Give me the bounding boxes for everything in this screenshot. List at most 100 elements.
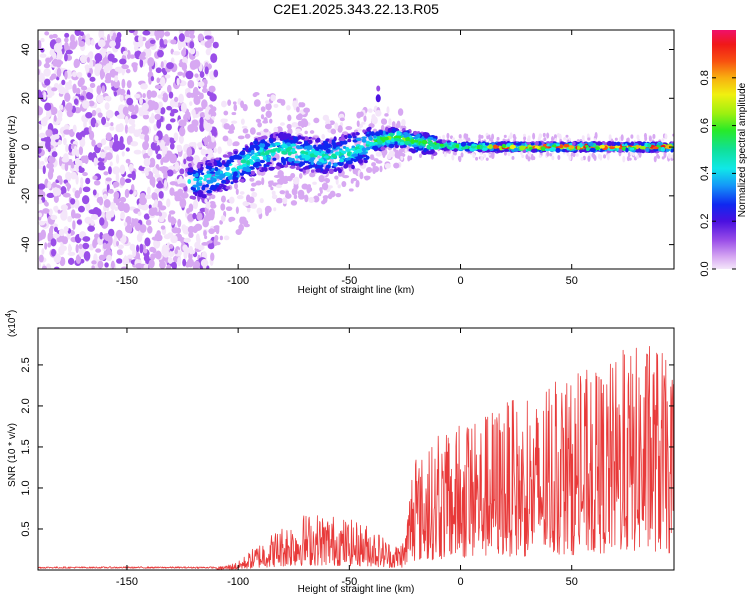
spectrogram-cell	[51, 52, 57, 59]
spectrogram-cell	[240, 118, 245, 125]
spectrogram-cell	[143, 167, 151, 172]
spectrogram-cell	[72, 187, 76, 193]
spectrogram-cell	[174, 96, 179, 103]
spectrogram-cell	[110, 80, 115, 87]
spectrogram-cell	[82, 90, 87, 96]
spectrogram-cell	[141, 51, 146, 58]
spectrogram-cell	[249, 166, 255, 169]
spectrogram-cell	[396, 132, 402, 136]
spectrogram-cell	[155, 250, 162, 260]
spectrogram-cell	[435, 140, 442, 143]
spectrogram-cell	[325, 167, 330, 172]
spectrogram-cell	[282, 197, 288, 205]
spectrogram-cell	[203, 30, 212, 37]
spectrogram-cell	[513, 136, 517, 140]
spectrogram-cell	[310, 161, 314, 165]
spectrogram-cell	[44, 156, 49, 163]
spectrogram-cell	[229, 196, 235, 204]
spectrogram-cell	[275, 153, 280, 160]
spectrogram-cell	[443, 151, 447, 158]
spectrogram-cell	[207, 240, 213, 244]
spectrogram-cell	[259, 142, 266, 148]
spectrogram-cell	[38, 220, 46, 226]
spectrogram-cell	[64, 53, 68, 62]
spectrogram-cell	[50, 214, 58, 221]
spectrogram-cell	[138, 34, 143, 44]
spectrogram-cell	[270, 186, 274, 191]
spectrogram-cell	[54, 205, 59, 213]
spectrogram-cell	[544, 148, 550, 152]
spectrogram-cell	[275, 197, 283, 204]
spectrogram-cell	[64, 41, 69, 52]
spectrogram-cell	[656, 153, 660, 158]
spectrogram-cell	[280, 99, 286, 106]
spectrogram-cell	[397, 108, 404, 116]
snr-x-tick-label: -50	[341, 576, 357, 588]
spectrogram-cell	[373, 135, 377, 139]
spectrogram-cell	[53, 266, 60, 269]
spectrogram-cell	[264, 142, 271, 148]
spectrogram-cell	[621, 146, 626, 151]
spectrogram-cell	[165, 123, 172, 131]
spectrogram-cell	[229, 157, 234, 161]
spectrogram-cell	[258, 149, 263, 153]
spectrogram-cell	[105, 152, 113, 161]
spectrogram-cell	[356, 120, 360, 127]
spectrogram-cell	[49, 34, 54, 39]
spectrogram-cell	[149, 255, 155, 261]
spectrogram-cell	[575, 153, 579, 157]
spectrogram-cell	[334, 151, 340, 156]
spectrogram-cell	[596, 141, 603, 146]
spectrogram-cell	[337, 125, 343, 133]
spectrogram-cell	[214, 225, 220, 229]
spectrogram-cell	[180, 192, 189, 199]
colorbar-label: Normalized spectral amplitude	[737, 82, 748, 217]
spectrogram-cell	[169, 137, 174, 144]
snr-multiplier-exponent: 4	[4, 313, 13, 318]
snr-y-axis-label: SNR (10 * v/v)	[7, 423, 18, 487]
spectrogram-cell	[149, 157, 156, 168]
spectrogram-cell	[177, 178, 183, 185]
spectrogram-cell	[72, 124, 77, 133]
spectrogram-cell	[209, 93, 217, 102]
snr-multiplier-label: (x104)	[4, 310, 18, 337]
spectrogram-cell	[436, 143, 441, 147]
spectrogram-cell	[670, 148, 674, 152]
spectrogram-cell	[94, 63, 103, 70]
spectrogram-cell	[481, 147, 488, 152]
spectrogram-cell	[394, 141, 398, 145]
spectrogram-cell	[275, 133, 281, 137]
spectrogram-cell	[339, 117, 345, 122]
spectrogram-cell	[480, 134, 484, 139]
spectrogram-cell	[184, 172, 188, 177]
spectrogram-cell	[74, 157, 81, 167]
spectrogram-cell	[222, 154, 228, 158]
spectrogram-cell	[187, 162, 192, 168]
spectrogram-cell	[142, 30, 151, 36]
spectrogram-cell	[334, 175, 339, 180]
spectrogram-cell	[274, 142, 281, 146]
spectrogram-cell	[166, 62, 174, 70]
spectrogram-cell	[163, 133, 169, 143]
spectrogram-cell	[79, 138, 86, 148]
spectrogram-cell	[92, 175, 98, 180]
spectrogram-cell	[254, 144, 258, 149]
spectrogram-cell	[484, 142, 490, 146]
spectrogram-cell	[359, 171, 364, 180]
spectrogram-cell	[245, 145, 249, 149]
spectrogram-cell	[532, 156, 536, 161]
spectrogram-cell	[327, 193, 333, 200]
spectrogram-cell	[168, 210, 176, 215]
spectrogram-cell	[80, 95, 85, 101]
spectrogram-cell	[285, 190, 289, 195]
spectrogram-cell	[480, 155, 484, 162]
spectrogram-cell	[290, 143, 297, 147]
spectrogram-cell	[122, 203, 130, 213]
spectrogram-cell	[210, 135, 216, 143]
spectrogram-cell	[205, 183, 209, 188]
spectrogram-cell	[388, 143, 395, 148]
spectrogram-cell	[102, 242, 107, 250]
spectrogram-cell	[221, 179, 227, 184]
spectrogram-cell	[97, 161, 105, 167]
spectrogram-cell	[380, 146, 386, 151]
